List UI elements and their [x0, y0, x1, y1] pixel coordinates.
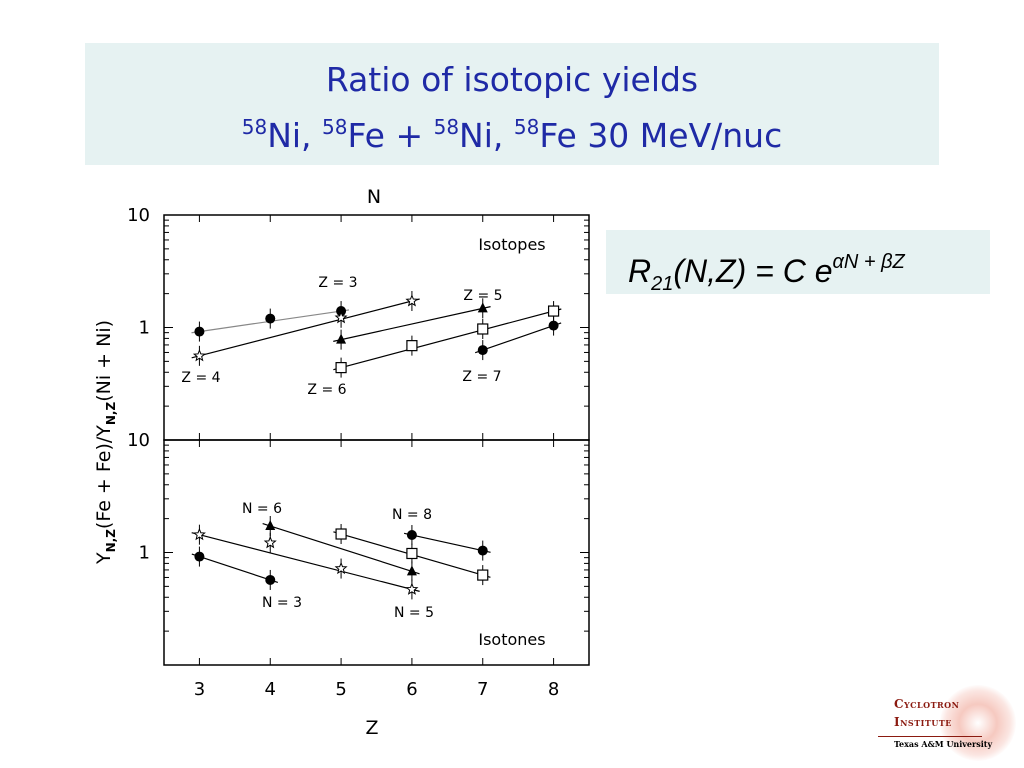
- data-point: [192, 348, 206, 362]
- title-box: Ratio of isotopic yields 58Ni, 58Fe + 58…: [85, 43, 939, 165]
- fit-line: [333, 306, 491, 342]
- series-label: Z = 4: [181, 370, 220, 386]
- x-tick-label: 7: [477, 679, 488, 700]
- panel-label: Isotones: [478, 630, 545, 649]
- logo-rule: [878, 736, 982, 737]
- panel-label: Isotopes: [478, 235, 545, 254]
- element-label: Fe +: [347, 116, 434, 155]
- series-label: Z = 6: [307, 382, 346, 398]
- data-point: [336, 333, 347, 344]
- series-label: N = 6: [242, 501, 282, 517]
- data-point: [477, 569, 489, 581]
- top-axis-label: N: [367, 186, 381, 208]
- x-tick-label: 6: [406, 679, 417, 700]
- fit-line: [403, 532, 491, 553]
- fit-line: [191, 298, 420, 359]
- element-label: Ni,: [459, 116, 514, 155]
- mass-number: 58: [513, 115, 540, 139]
- data-point: [265, 574, 276, 585]
- formula-exponent: αN + βZ: [832, 251, 905, 273]
- cyclotron-institute-logo: Cyclotron Institute Texas A&M University: [868, 685, 1018, 765]
- slide-title: Ratio of isotopic yields: [325, 60, 699, 99]
- data-point: [194, 551, 205, 562]
- logo-subtitle: Texas A&M University: [894, 739, 993, 749]
- slide-subtitle: 58Ni, 58Fe + 58Ni, 58Fe 30 MeV/nuc: [85, 107, 939, 156]
- series-label: N = 8: [392, 507, 432, 523]
- mass-number: 58: [322, 115, 348, 139]
- formula-lhs: R: [628, 253, 652, 289]
- data-point: [477, 345, 488, 356]
- data-point: [406, 565, 417, 576]
- element-label: Ni,: [267, 116, 323, 155]
- y-tick-label: 1: [139, 318, 150, 339]
- y-tick-label: 10: [127, 205, 150, 226]
- fit-line: [191, 553, 279, 584]
- data-point: [334, 561, 348, 575]
- formula-box: R21(N,Z) = C eαN + βZ: [606, 230, 990, 295]
- x-tick-label: 5: [335, 679, 346, 700]
- data-point: [477, 545, 488, 556]
- data-point: [194, 326, 205, 337]
- data-point: [405, 294, 419, 307]
- formula-subscript: 21: [651, 273, 674, 295]
- data-point: [406, 340, 418, 352]
- data-point: [406, 530, 417, 541]
- series-label: Z = 5: [463, 288, 502, 304]
- data-point: [477, 323, 489, 335]
- logo-burst: [940, 685, 1016, 761]
- mass-number: 58: [241, 115, 268, 139]
- x-tick-label: 4: [265, 679, 276, 700]
- chart-content: 3 4 5 6 7 8 10 1 Isotopes Z = 3 Z = 4 Z = 5 Z = 6 Z =…: [127, 205, 589, 700]
- series-label: Z = 7: [462, 369, 501, 385]
- fit-line: [191, 532, 420, 592]
- logo-line2: Institute: [894, 715, 952, 729]
- data-point: [192, 527, 206, 541]
- series-label: Z = 3: [318, 275, 357, 291]
- data-point: [265, 520, 276, 531]
- formula-args: (N,Z) = C e: [673, 253, 833, 289]
- data-point: [548, 320, 559, 331]
- y-axis-label: YN,Z(Fe + Fe)/YN,Z(Ni + Ni): [93, 320, 118, 565]
- y-tick-label: 10: [127, 430, 150, 451]
- data-point: [405, 582, 419, 595]
- formula: R21(N,Z) = C eαN + βZ: [628, 242, 905, 304]
- data-point: [334, 310, 348, 324]
- element-label: Fe 30 MeV/nuc: [539, 116, 783, 155]
- data-point: [265, 313, 276, 324]
- series-label: N = 3: [262, 595, 302, 611]
- logo-line1: Cyclotron: [894, 697, 960, 711]
- data-point: [406, 547, 418, 560]
- fit-line: [474, 322, 562, 354]
- data-point: [547, 305, 560, 317]
- x-axis-label: Z: [365, 717, 378, 739]
- data-point: [263, 535, 277, 549]
- data-point: [335, 528, 347, 540]
- y-tick-label: 1: [139, 543, 150, 564]
- fit-line: [333, 308, 562, 371]
- x-tick-label: 3: [194, 679, 205, 700]
- series-label: N = 5: [394, 605, 434, 621]
- data-point: [335, 362, 347, 374]
- fit-line: [262, 522, 420, 575]
- data-point: [477, 302, 488, 313]
- mass-number: 58: [433, 115, 460, 139]
- x-tick-label: 8: [548, 679, 559, 700]
